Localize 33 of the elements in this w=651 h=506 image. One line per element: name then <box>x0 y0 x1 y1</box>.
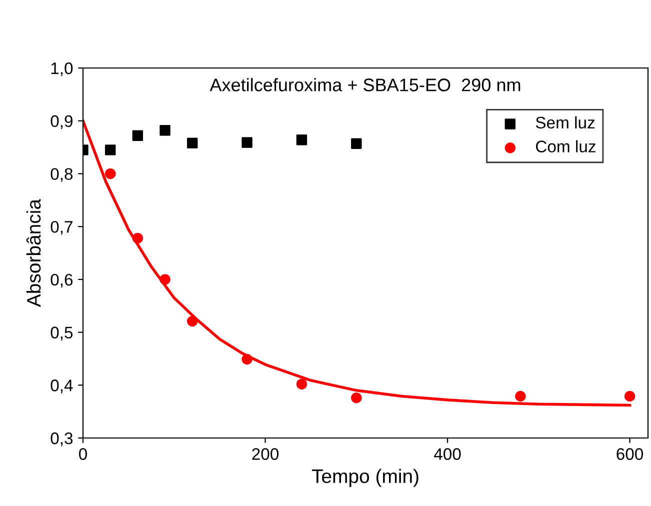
point <box>160 274 170 285</box>
point <box>296 378 308 390</box>
x-tick-label: 400 <box>434 448 461 460</box>
legend-label: Sem luz <box>536 116 595 129</box>
x-axis-title: Tempo (min) <box>312 468 418 487</box>
x-tick-label: 0 <box>79 448 87 460</box>
y-tick-label: 0,3 <box>50 432 73 446</box>
point <box>160 125 170 136</box>
point <box>515 390 526 402</box>
point <box>242 354 252 365</box>
y-tick-label: 0,9 <box>50 115 72 130</box>
y-tick-label: 0,5 <box>50 326 73 340</box>
y-tick-label: 0,6 <box>50 274 73 288</box>
point <box>104 168 116 180</box>
point <box>242 137 252 148</box>
y-tick-label: 0,4 <box>50 380 73 394</box>
point <box>351 138 362 149</box>
legend-label: Com luz <box>536 140 596 152</box>
point <box>296 134 308 146</box>
y-tick-label: 0,7 <box>50 220 72 235</box>
point <box>104 144 116 156</box>
y-tick-label: 0,8 <box>50 168 73 182</box>
point <box>187 316 198 327</box>
chart-title: Axetilcefuroxima + SBA15-EO 290 nm <box>210 78 520 92</box>
x-tick-label: 200 <box>252 448 279 460</box>
point <box>187 138 198 148</box>
point <box>132 130 144 142</box>
point <box>351 392 362 404</box>
point <box>132 232 144 244</box>
y-axis-title: Absorbância <box>26 198 41 308</box>
x-tick-label: 600 <box>616 448 644 460</box>
y-tick-label: 1,0 <box>51 62 73 76</box>
point <box>624 390 636 402</box>
